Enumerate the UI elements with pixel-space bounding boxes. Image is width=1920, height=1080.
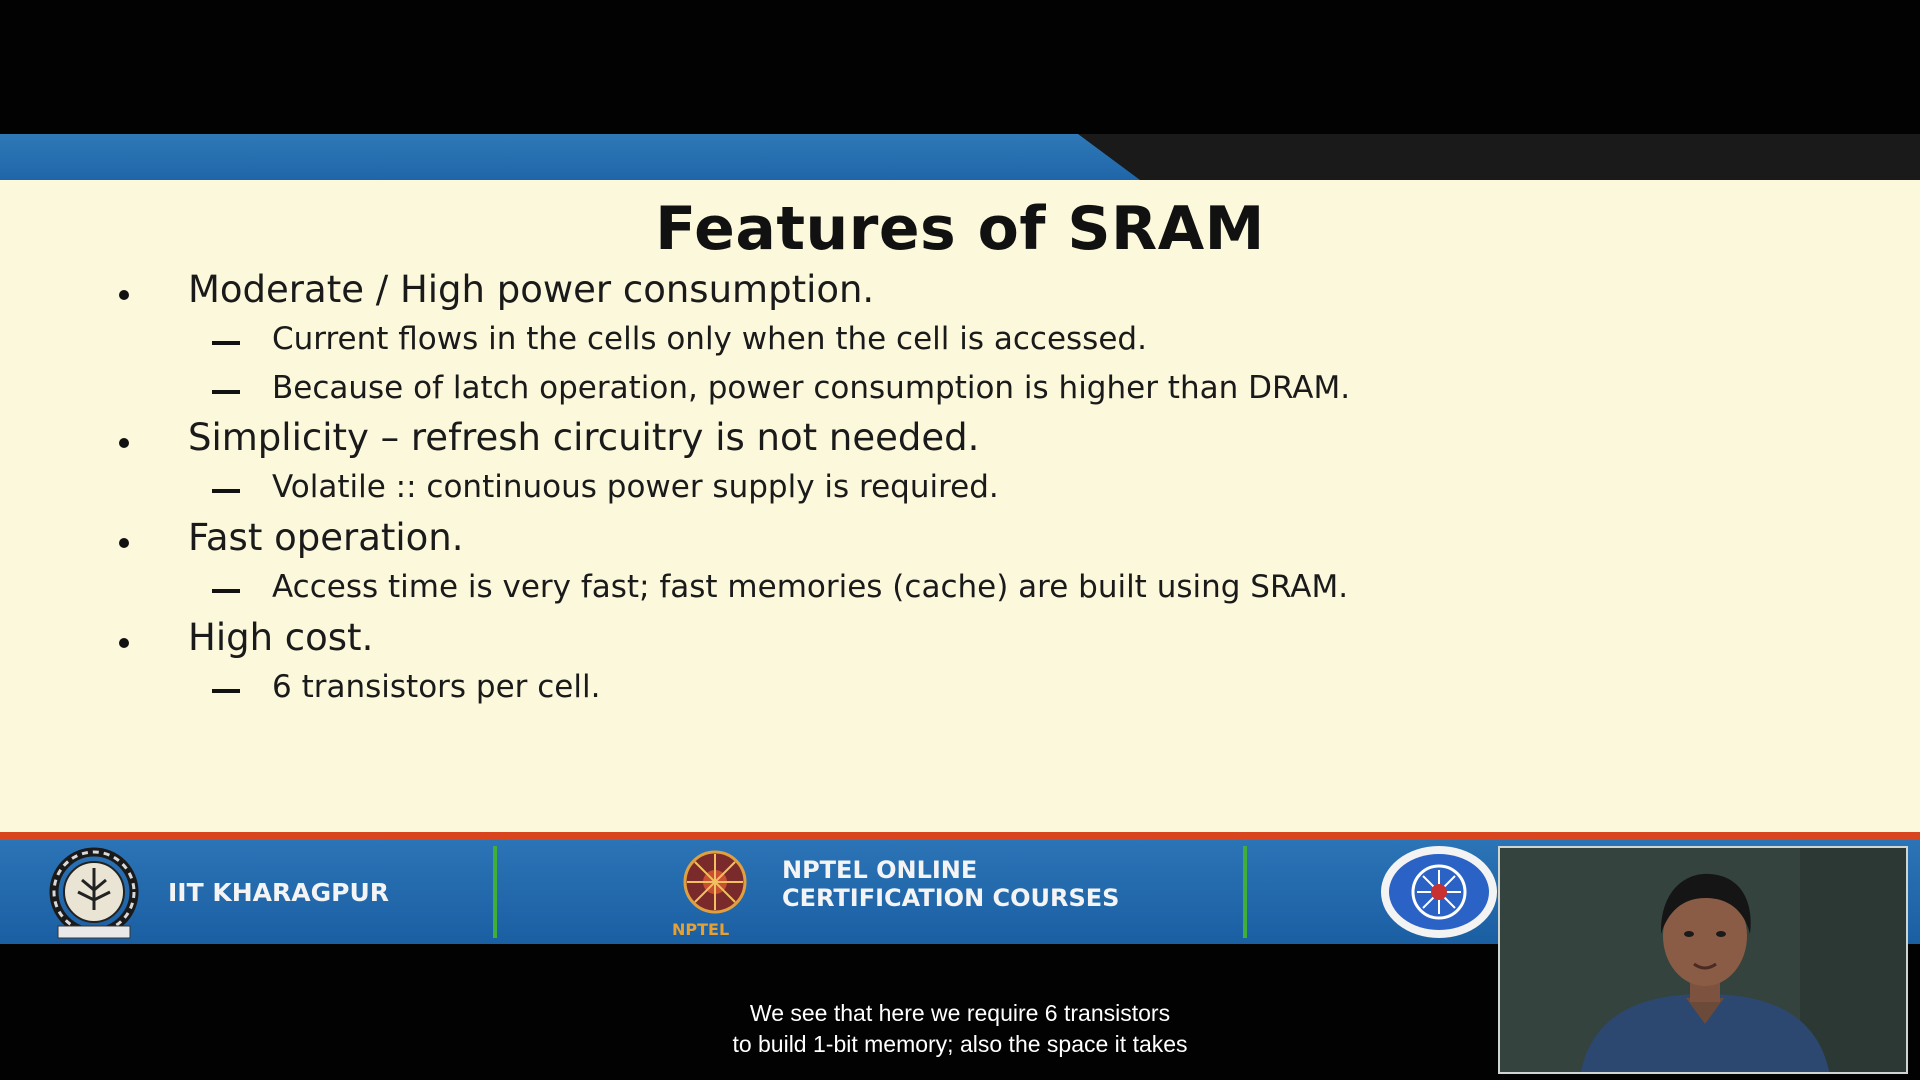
- slide-header-accent: [0, 134, 1140, 180]
- footer-separator: [1243, 846, 1247, 938]
- nptel-title-line2: CERTIFICATION COURSES: [782, 884, 1120, 912]
- presenter-avatar: [1500, 848, 1906, 1072]
- bullet-dot-icon: [119, 638, 129, 648]
- iit-kharagpur-emblem-icon: [49, 847, 139, 939]
- lecture-slide: Features of SRAM Moderate / High power c…: [0, 180, 1920, 832]
- caption-line-2: to build 1-bit memory; also the space it…: [732, 1031, 1188, 1057]
- bullet-text: Moderate / High power consumption.: [188, 268, 875, 311]
- bullet-dot-icon: [119, 538, 129, 548]
- sub-bullet-text: Access time is very fast; fast memories …: [272, 569, 1349, 605]
- bullet-dot-icon: [119, 290, 129, 300]
- dash-icon: [212, 689, 240, 693]
- dash-icon: [212, 390, 240, 394]
- bullet-text: High cost.: [188, 616, 374, 659]
- dash-icon: [212, 589, 240, 593]
- institute-seal-icon: [1381, 846, 1497, 938]
- sub-bullet-text: Volatile :: continuous power supply is r…: [272, 469, 999, 505]
- dash-icon: [212, 341, 240, 345]
- institute-name: IIT KHARAGPUR: [168, 878, 389, 907]
- presenter-webcam: [1498, 846, 1908, 1074]
- footer-separator: [493, 846, 497, 938]
- slide-title: Features of SRAM: [655, 194, 1265, 264]
- nptel-logo-label: NPTEL: [672, 920, 730, 939]
- dash-icon: [212, 489, 240, 493]
- sub-bullet-text: Current flows in the cells only when the…: [272, 321, 1147, 357]
- bullet-text: Fast operation.: [188, 516, 464, 559]
- nptel-title-line1: NPTEL ONLINE: [782, 856, 978, 884]
- footer-accent-line: [0, 832, 1920, 840]
- bullet-dot-icon: [119, 438, 129, 448]
- nptel-logo-icon: [683, 850, 747, 914]
- sub-bullet-text: 6 transistors per cell.: [272, 669, 601, 705]
- sub-bullet-text: Because of latch operation, power consum…: [272, 370, 1351, 406]
- bullet-text: Simplicity – refresh circuitry is not ne…: [188, 416, 980, 459]
- caption-line-1: We see that here we require 6 transistor…: [749, 1000, 1171, 1026]
